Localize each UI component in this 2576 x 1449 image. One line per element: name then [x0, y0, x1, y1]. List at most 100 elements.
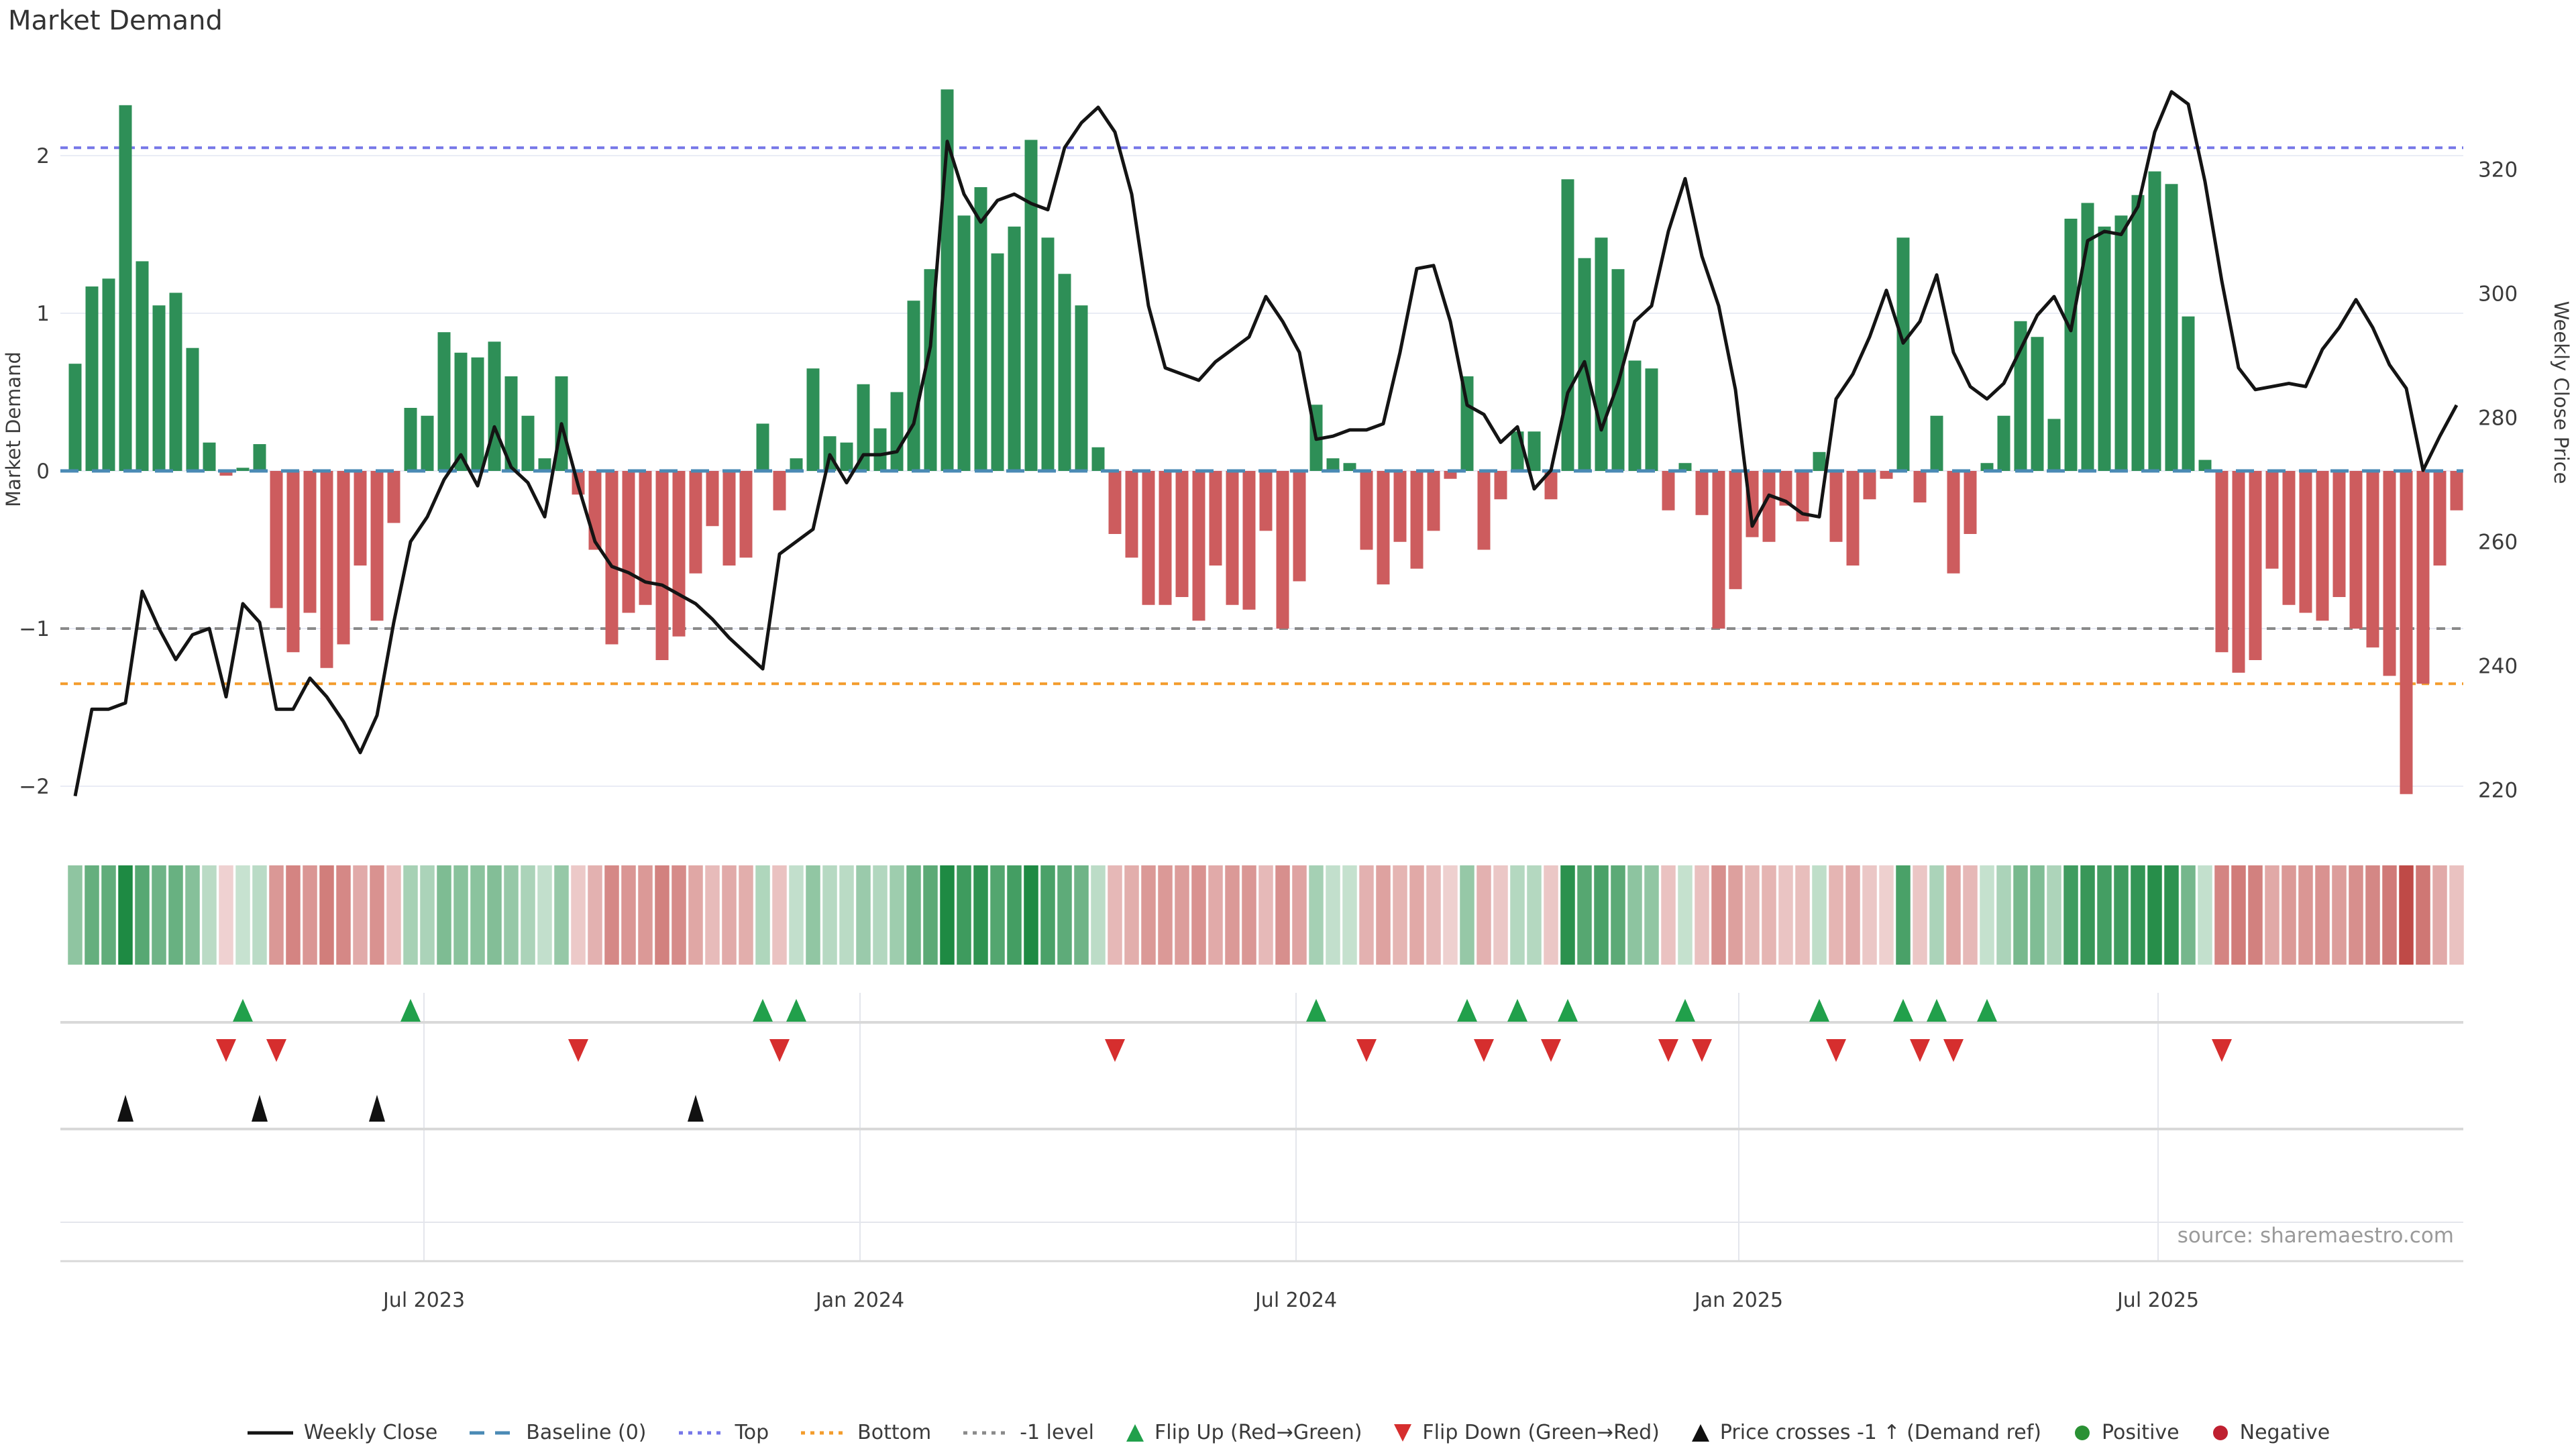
heatmap-cell: [990, 865, 1005, 965]
heatmap-cell: [1242, 865, 1256, 965]
flip-up-marker-icon: [1507, 999, 1527, 1022]
demand-bar: [2332, 471, 2346, 597]
demand-bar: [2433, 471, 2447, 566]
flip-up-marker-icon: [753, 999, 773, 1022]
heatmap-cell: [1544, 865, 1558, 965]
demand-bar: [2148, 171, 2161, 471]
flip-up-marker-icon: [1675, 999, 1695, 1022]
flip-down-marker-icon: [1943, 1039, 1964, 1062]
dotted-line-icon: [801, 1431, 847, 1434]
heatmap-cell: [2114, 865, 2129, 965]
source-note: source: sharemaestro.com: [2178, 1224, 2454, 1248]
demand-bar: [722, 471, 736, 566]
heatmap-cell: [1829, 865, 1843, 965]
heatmap-cell: [2282, 865, 2296, 965]
heatmap-cell: [2047, 865, 2061, 965]
demand-bar: [1527, 431, 1541, 471]
legend-item: Positive: [2072, 1421, 2180, 1444]
heatmap-cell: [2365, 865, 2380, 965]
demand-bar: [454, 352, 468, 471]
demand-bar: [790, 458, 803, 471]
heatmap-cell: [1745, 865, 1760, 965]
legend-item-label: Bottom: [857, 1421, 932, 1444]
demand-bar: [1813, 451, 1826, 471]
heatmap-cell: [252, 865, 267, 965]
heatmap-cell: [2298, 865, 2313, 965]
demand-bar: [1863, 471, 1876, 500]
heatmap-cell: [2315, 865, 2330, 965]
heatmap-cell: [1477, 865, 1491, 965]
heatmap-cell: [940, 865, 955, 965]
legend-item: Weekly Close: [246, 1421, 437, 1444]
heatmap-cell: [2416, 865, 2430, 965]
demand-bar: [404, 408, 417, 471]
legend-item-label: Flip Up (Red→Green): [1154, 1421, 1362, 1444]
flip-down-marker-icon: [1826, 1039, 1846, 1062]
demand-bar: [622, 471, 635, 613]
heatmap-cell: [504, 865, 519, 965]
demand-bar: [270, 471, 283, 608]
line-swatch-icon: [247, 1431, 293, 1434]
heatmap-cell: [2248, 865, 2263, 965]
heatmap-cell: [722, 865, 737, 965]
demand-bar: [2215, 471, 2229, 653]
heatmap-cell: [1678, 865, 1693, 965]
heatmap-cell: [1980, 865, 1994, 965]
demand-bar: [203, 442, 216, 471]
demand-bar: [639, 471, 652, 605]
demand-bar: [2366, 471, 2379, 648]
demand-bar: [1024, 140, 1038, 471]
demand-bar: [2198, 460, 2212, 471]
heatmap-cell: [101, 865, 116, 965]
heatmap-cell: [1996, 865, 2011, 965]
right-axis-tick: 260: [2478, 530, 2518, 554]
weekly-close-line: [73, 90, 2459, 797]
legend-item-label: Baseline (0): [526, 1421, 647, 1444]
demand-bar: [655, 471, 669, 660]
flip-up-marker-icon: [1558, 999, 1578, 1022]
flip-up-marker-icon: [1927, 999, 1947, 1022]
heatmap-cell: [2181, 865, 2196, 965]
demand-bar: [706, 471, 719, 527]
demand-bar: [2400, 471, 2413, 794]
heatmap-cell: [1393, 865, 1407, 965]
triangle-up-icon: [1126, 1424, 1144, 1442]
demand-bar: [2450, 471, 2463, 511]
demand-bar: [1712, 471, 1725, 629]
heatmap-cell: [2399, 865, 2414, 965]
demand-bar: [1477, 471, 1491, 550]
legend-item: Top: [678, 1421, 769, 1444]
demand-bar: [1276, 471, 1289, 629]
heatmap-cell: [1024, 865, 1038, 965]
demand-bar: [2098, 226, 2111, 471]
demand-bar: [1142, 471, 1155, 605]
heatmap-cell: [1292, 865, 1307, 965]
heatmap-cell: [957, 865, 971, 965]
heatmap-cell: [1627, 865, 1642, 965]
x-axis-tick: Jan 2025: [1693, 1289, 1783, 1312]
demand-bar: [1947, 471, 1960, 574]
dashed-line-icon: [470, 1431, 516, 1434]
demand-bar: [2416, 471, 2430, 684]
demand-bar: [1645, 368, 1658, 471]
demand-bar: [387, 471, 400, 523]
flip-down-marker-icon: [2212, 1039, 2232, 1062]
dotted-line-icon: [678, 1431, 724, 1434]
demand-bar: [85, 286, 99, 471]
heatmap-cell: [806, 865, 820, 965]
heatmap-cell: [1326, 865, 1340, 965]
heatmap-cell: [890, 865, 904, 965]
heatmap-cell: [2131, 865, 2145, 965]
heatmap-cell: [1141, 865, 1156, 965]
heatmap-cell: [1661, 865, 1676, 965]
heatmap-cell: [873, 865, 888, 965]
heatmap-cell: [772, 865, 787, 965]
demand-bar: [303, 471, 317, 613]
right-axis-label: Weekly Close Price: [2550, 301, 2573, 484]
heatmap-cell: [822, 865, 837, 965]
page-title: Market Demand: [8, 5, 223, 36]
demand-bar: [1058, 274, 1071, 471]
demand-bar: [1930, 415, 1943, 471]
heatmap-cell: [1208, 865, 1223, 965]
